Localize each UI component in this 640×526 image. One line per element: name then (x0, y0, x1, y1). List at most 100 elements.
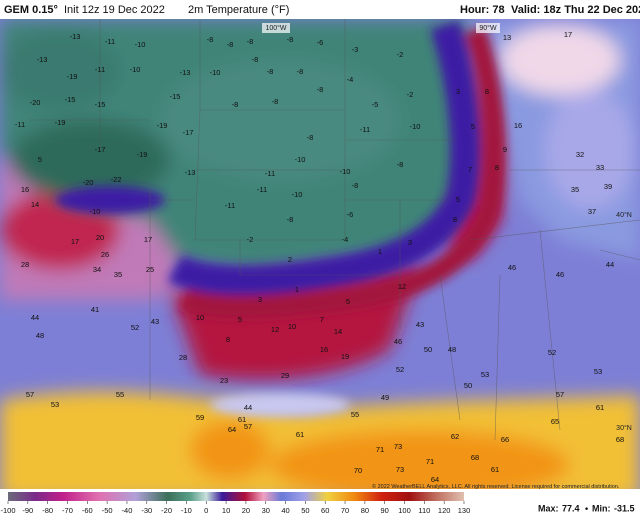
station-value: 50 (464, 381, 472, 390)
station-value: 48 (36, 331, 44, 340)
station-value: -8 (207, 35, 214, 44)
min-value: -31.5 (614, 503, 635, 513)
temperature-field (0, 19, 640, 489)
station-value: 33 (596, 163, 604, 172)
colorbar-tick-label: 110 (418, 506, 430, 515)
station-value: 25 (146, 265, 154, 274)
station-value: -8 (252, 55, 259, 64)
station-value: -11 (15, 120, 25, 129)
station-value: 16 (514, 121, 522, 130)
station-value: -22 (111, 175, 122, 184)
station-value: 5 (471, 122, 475, 131)
colorbar-tick-label: -40 (122, 506, 133, 515)
station-value: 3 (258, 295, 262, 304)
station-value: 52 (396, 365, 404, 374)
station-value: -6 (317, 38, 324, 47)
colorbar-tick-label: 30 (262, 506, 270, 515)
colorbar-tick-label: -60 (82, 506, 93, 515)
station-value: 16 (21, 185, 29, 194)
station-value: -8 (272, 97, 279, 106)
station-value: 5 (456, 195, 460, 204)
station-value: 53 (594, 367, 602, 376)
station-value: -15 (65, 95, 76, 104)
station-value: 57 (244, 422, 252, 431)
station-value: 13 (503, 33, 511, 42)
station-value: -11 (95, 65, 105, 74)
station-value: -13 (37, 55, 48, 64)
forecast-hour: Hour: 78 (460, 4, 505, 16)
station-value: -10 (135, 40, 146, 49)
station-value: 29 (281, 371, 289, 380)
valid-time: Valid: 18z Thu 22 Dec 2022 (511, 4, 640, 16)
station-value: -11 (360, 125, 370, 134)
station-value: -13 (70, 32, 81, 41)
station-value: 68 (616, 435, 624, 444)
station-value: 19 (341, 352, 349, 361)
station-value: -8 (352, 181, 359, 190)
station-value: -8 (227, 40, 234, 49)
station-value: 5 (38, 155, 42, 164)
station-value: 14 (334, 327, 342, 336)
colorbar-tick-label: -10 (181, 506, 192, 515)
station-value: 3 (456, 87, 460, 96)
station-value: -17 (183, 128, 194, 137)
colorbar-tick-label: -20 (161, 506, 172, 515)
station-value: 52 (131, 323, 139, 332)
station-value: 46 (394, 337, 402, 346)
station-value: 7 (468, 165, 472, 174)
station-value: -11 (265, 169, 275, 178)
station-value: -8 (317, 85, 324, 94)
colorbar-tick-label: 80 (361, 506, 369, 515)
station-value: -19 (67, 72, 78, 81)
station-value: 7 (320, 315, 324, 324)
station-value: 61 (296, 430, 304, 439)
station-value: -11 (225, 201, 235, 210)
station-value: -2 (397, 50, 404, 59)
station-value: -8 (287, 35, 294, 44)
station-value: 39 (604, 182, 612, 191)
station-value: 12 (271, 325, 279, 334)
station-value: -11 (105, 37, 115, 46)
station-value: -10 (210, 68, 221, 77)
station-value: 2 (288, 255, 292, 264)
station-value: 44 (606, 260, 614, 269)
station-value: -17 (95, 145, 106, 154)
station-value: 43 (151, 317, 159, 326)
station-value: 16 (320, 345, 328, 354)
station-value: 9 (503, 145, 507, 154)
station-value: 17 (71, 237, 79, 246)
station-value: 50 (424, 345, 432, 354)
station-value: 8 (453, 215, 457, 224)
station-value: 28 (21, 260, 29, 269)
station-value: 5 (238, 315, 242, 324)
station-value: -4 (342, 235, 349, 244)
station-value: 34 (93, 265, 101, 274)
station-value: 64 (431, 475, 439, 484)
station-value: 62 (451, 432, 459, 441)
colorbar-tick-label: 120 (438, 506, 451, 515)
station-value: -15 (95, 100, 106, 109)
station-value: 8 (495, 163, 499, 172)
station-value: 35 (114, 270, 122, 279)
station-value: 46 (556, 270, 564, 279)
longitude-label: 90°W (479, 24, 497, 32)
colorbar-tick-label: 10 (222, 506, 230, 515)
station-value: -10 (340, 167, 351, 176)
colorbar-tick-label: 60 (321, 506, 329, 515)
station-value: 8 (226, 335, 230, 344)
station-value: -13 (185, 168, 196, 177)
station-value: 52 (548, 348, 556, 357)
colorbar-tick-label: 100 (398, 506, 411, 515)
station-value: 12 (398, 282, 406, 291)
station-value: 26 (101, 250, 109, 259)
colorbar-tick-label: -30 (141, 506, 152, 515)
station-value: -13 (180, 68, 191, 77)
station-value: 23 (220, 376, 228, 385)
station-value: -3 (352, 45, 359, 54)
station-value: -8 (247, 37, 254, 46)
colorbar-tick-label: 20 (242, 506, 250, 515)
station-value: -20 (83, 178, 94, 187)
station-value: 44 (31, 313, 39, 322)
max-value: 77.4 (562, 503, 580, 513)
